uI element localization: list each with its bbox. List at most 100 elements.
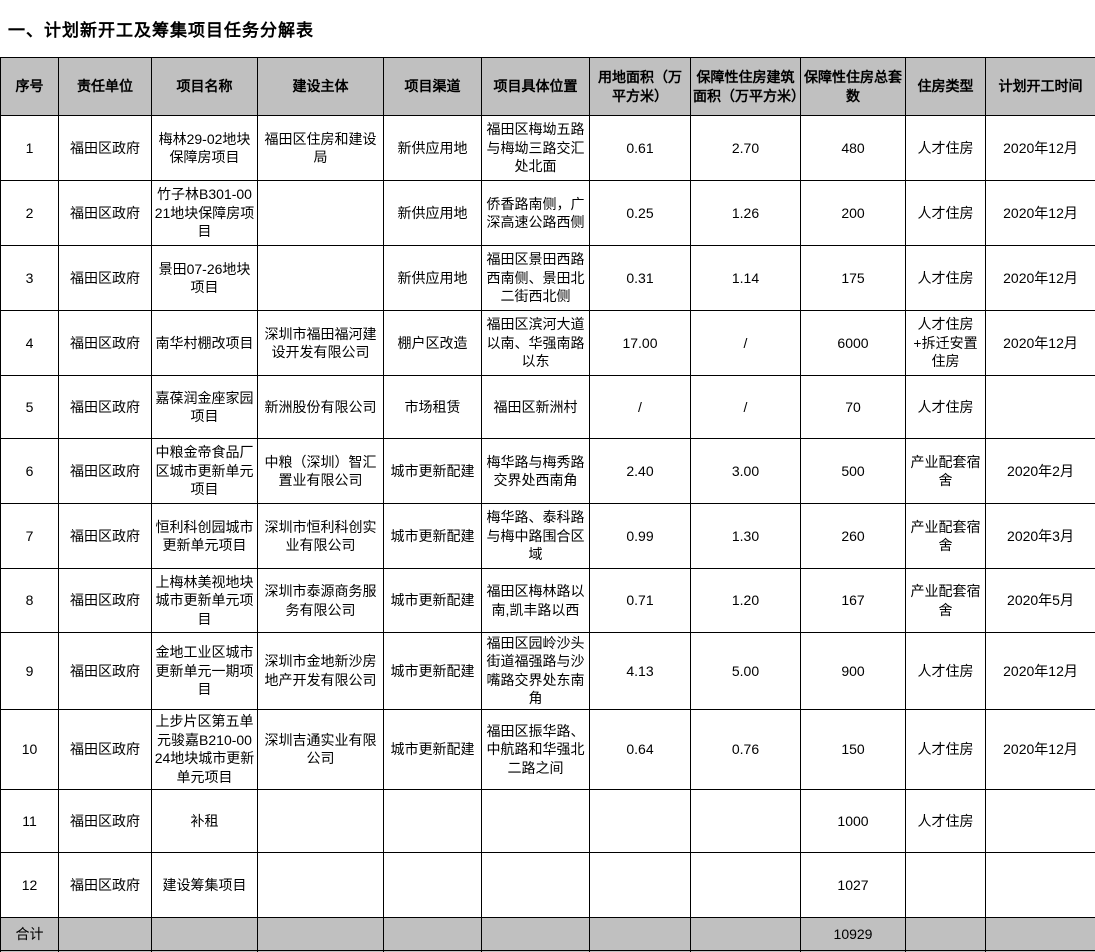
table-body: 1 福田区政府 梅林29-02地块保障房项目 福田区住房和建设局 新供应用地 福田区梅坳五… xyxy=(0,115,1095,918)
cell xyxy=(589,916,691,951)
cell: 1.14 xyxy=(690,245,801,311)
cell: 2020年5月 xyxy=(985,568,1095,633)
cell: 1.26 xyxy=(690,180,801,246)
cell: 0.61 xyxy=(589,115,691,181)
cell: 0.64 xyxy=(589,708,691,790)
cell: 福田区政府 xyxy=(58,115,152,181)
column-header-index: 序号 xyxy=(0,57,59,116)
cell: 900 xyxy=(800,632,906,710)
cell: 棚户区改造 xyxy=(383,310,482,376)
cell: 3 xyxy=(0,245,59,311)
cell: 嘉葆润金座家园项目 xyxy=(151,375,258,439)
cell: 0.99 xyxy=(589,503,691,569)
cell: 5 xyxy=(0,375,59,439)
table-row: 8 福田区政府 上梅林美视地块城市更新单元项目 深圳市泰源商务服务有限公司 城市更新配建… xyxy=(0,568,1095,633)
cell: 新供应用地 xyxy=(383,245,482,311)
cell: 4.13 xyxy=(589,632,691,710)
cell: / xyxy=(589,375,691,439)
cell: 2020年12月 xyxy=(985,115,1095,181)
cell: 福田区梅林路以南,凯丰路以西 xyxy=(481,568,590,633)
clipped-partial-row xyxy=(0,949,1095,952)
cell: 上梅林美视地块城市更新单元项目 xyxy=(151,568,258,633)
cell xyxy=(383,851,482,918)
cell: 480 xyxy=(800,115,906,181)
cell: 9 xyxy=(0,632,59,710)
cell: 深圳市恒利科创实业有限公司 xyxy=(257,503,384,569)
table-row: 6 福田区政府 中粮金帝食品厂区城市更新单元项目 中粮（深圳）智汇置业有限公司 城市更新… xyxy=(0,438,1095,504)
cell: 2020年12月 xyxy=(985,632,1095,710)
table-row: 5 福田区政府 嘉葆润金座家园项目 新洲股份有限公司 市场租赁 福田区新洲村 //70 人才住… xyxy=(0,375,1095,439)
table-row: 10 福田区政府 上步片区第五单元骏嘉B210-0024地块城市更新单元项目 深圳吉通… xyxy=(0,708,1095,790)
column-header-project-channel: 项目渠道 xyxy=(383,57,482,116)
cell: 福田区园岭沙头街道福强路与沙嘴路交界处东南角 xyxy=(481,632,590,710)
cell: 市场租赁 xyxy=(383,375,482,439)
cell: 175 xyxy=(800,245,906,311)
cell: 6 xyxy=(0,438,59,504)
table-row: 3 福田区政府 景田07-26地块项目 新供应用地 福田区景田西路西南侧、景田北二街西北… xyxy=(0,245,1095,311)
cell: 6000 xyxy=(800,310,906,376)
cell: 竹子林B301-0021地块保障房项目 xyxy=(151,180,258,246)
cell: 人才住房 xyxy=(905,788,986,853)
cell: 人才住房 xyxy=(905,708,986,790)
cell: 福田区政府 xyxy=(58,632,152,710)
cell: 恒利科创园城市更新单元项目 xyxy=(151,503,258,569)
cell xyxy=(690,788,801,853)
cell: 0.31 xyxy=(589,245,691,311)
cell: 1.20 xyxy=(690,568,801,633)
cell xyxy=(985,916,1095,951)
cell: 福田区政府 xyxy=(58,310,152,376)
column-header-construction-entity: 建设主体 xyxy=(257,57,384,116)
cell: 深圳吉通实业有限公司 xyxy=(257,708,384,790)
cell xyxy=(257,851,384,918)
cell xyxy=(481,788,590,853)
cell: 福田区政府 xyxy=(58,568,152,633)
cell: 南华村棚改项目 xyxy=(151,310,258,376)
cell: 2.40 xyxy=(589,438,691,504)
cell: 3.00 xyxy=(690,438,801,504)
cell: 福田区新洲村 xyxy=(481,375,590,439)
cell: 新供应用地 xyxy=(383,180,482,246)
cell xyxy=(257,788,384,853)
cell: 福田区政府 xyxy=(58,708,152,790)
cell: 2020年12月 xyxy=(985,708,1095,790)
cell: 0.25 xyxy=(589,180,691,246)
cell: 1000 xyxy=(800,788,906,853)
table-row: 7 福田区政府 恒利科创园城市更新单元项目 深圳市恒利科创实业有限公司 城市更新配建 梅华… xyxy=(0,503,1095,569)
cell: 深圳市金地新沙房地产开发有限公司 xyxy=(257,632,384,710)
cell: 福田区政府 xyxy=(58,851,152,918)
cell: 城市更新配建 xyxy=(383,632,482,710)
cell: 上步片区第五单元骏嘉B210-0024地块城市更新单元项目 xyxy=(151,708,258,790)
cell: 2020年12月 xyxy=(985,245,1095,311)
cell xyxy=(985,851,1095,918)
cell: 福田区景田西路西南侧、景田北二街西北侧 xyxy=(481,245,590,311)
cell xyxy=(257,916,384,951)
column-header-housing-type: 住房类型 xyxy=(905,57,986,116)
cell: 深圳市福田福河建设开发有限公司 xyxy=(257,310,384,376)
column-header-location: 项目具体位置 xyxy=(481,57,590,116)
cell: 福田区政府 xyxy=(58,375,152,439)
cell: 福田区滨河大道以南、华强南路以东 xyxy=(481,310,590,376)
cell: 5.00 xyxy=(690,632,801,710)
cell: 梅华路、泰科路与梅中路围合区域 xyxy=(481,503,590,569)
cell: 建设筹集项目 xyxy=(151,851,258,918)
cell xyxy=(589,851,691,918)
cell xyxy=(481,916,590,951)
footer-total-value: 10929 xyxy=(800,916,906,951)
total-row: 合计 10929 xyxy=(0,916,1095,951)
cell: 补租 xyxy=(151,788,258,853)
cell xyxy=(905,916,986,951)
cell: 梅林29-02地块保障房项目 xyxy=(151,115,258,181)
cell: 2020年2月 xyxy=(985,438,1095,504)
column-header-project-name: 项目名称 xyxy=(151,57,258,116)
cell: 产业配套宿舍 xyxy=(905,568,986,633)
cell: 12 xyxy=(0,851,59,918)
cell: 福田区政府 xyxy=(58,180,152,246)
cell: 城市更新配建 xyxy=(383,438,482,504)
cell xyxy=(690,851,801,918)
cell: 人才住房+拆迁安置住房 xyxy=(905,310,986,376)
page-title: 一、计划新开工及筹集项目任务分解表 xyxy=(8,21,314,40)
cell: 金地工业区城市更新单元一期项目 xyxy=(151,632,258,710)
task-breakdown-table: 序号 责任单位 项目名称 建设主体 项目渠道 项目具体位置 用地面积（万平方米）… xyxy=(0,57,1095,952)
cell: 景田07-26地块项目 xyxy=(151,245,258,311)
table-row: 1 福田区政府 梅林29-02地块保障房项目 福田区住房和建设局 新供应用地 福田区梅坳五… xyxy=(0,115,1095,181)
